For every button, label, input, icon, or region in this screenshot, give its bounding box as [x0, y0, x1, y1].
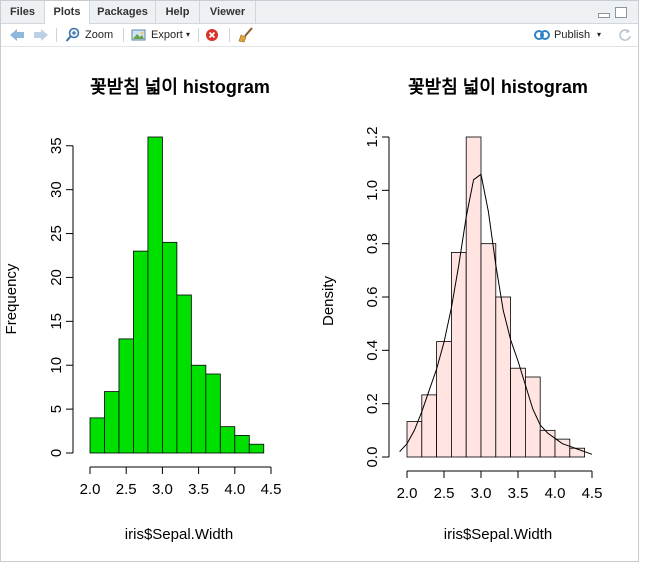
- histogram-bar: [450, 252, 467, 458]
- y-tick-label: 0: [48, 449, 65, 457]
- x-tick-label: 2.5: [434, 485, 455, 502]
- refresh-icon[interactable]: [618, 28, 632, 42]
- y-tick-label: 20: [48, 269, 65, 286]
- y-tick-label: 15: [48, 313, 65, 330]
- histogram-bar: [205, 373, 221, 454]
- toolbar-divider: [229, 28, 230, 42]
- y-tick-label: 0.0: [364, 447, 381, 468]
- minimize-pane-button[interactable]: [598, 13, 610, 18]
- y-tick-label: 35: [48, 137, 65, 154]
- histogram-bar: [569, 447, 585, 458]
- x-tick-label: 3.5: [188, 481, 209, 498]
- pane-tab-bar: Files Plots Packages Help Viewer: [1, 1, 638, 24]
- histogram-bar: [436, 341, 452, 458]
- maximize-pane-button[interactable]: [615, 7, 627, 18]
- tab-help[interactable]: Help: [156, 1, 200, 23]
- zoom-magnifier-icon: [65, 27, 80, 42]
- histogram-bar: [554, 438, 571, 458]
- plot-viewer: 꽃받침 넓이 histogram 2.0 2.5 3.0 3.5 4.0 4.5 0 5 10 15…: [2, 47, 638, 561]
- export-label: Export: [151, 29, 183, 41]
- x-tick-label: 3.5: [508, 485, 529, 502]
- toolbar-divider: [123, 28, 124, 42]
- histogram-bar: [161, 241, 178, 454]
- y-tick-label: 0.4: [364, 340, 381, 361]
- y-tick-label: 1.0: [364, 180, 381, 201]
- histogram-bar: [525, 376, 541, 458]
- remove-plot-icon[interactable]: [205, 28, 219, 42]
- histogram-bar: [118, 338, 134, 454]
- x-tick-label: 2.5: [116, 481, 137, 498]
- back-arrow-icon[interactable]: [9, 28, 25, 42]
- y-tick-label: 10: [48, 357, 65, 374]
- x-tick-label: 2.0: [397, 485, 418, 502]
- histogram-bar: [480, 243, 497, 458]
- export-dropdown-icon: ▾: [186, 30, 191, 39]
- x-axis-label: iris$Sepal.Width: [444, 526, 552, 543]
- publish-icon: [534, 30, 550, 40]
- publish-dropdown-icon: ▾: [597, 30, 602, 39]
- zoom-label: Zoom: [85, 29, 114, 41]
- histogram-bar: [234, 435, 250, 454]
- tab-viewer[interactable]: Viewer: [200, 1, 256, 23]
- histogram-bar: [190, 364, 207, 454]
- x-axis-label: iris$Sepal.Width: [125, 526, 233, 543]
- forward-arrow-icon[interactable]: [33, 28, 49, 42]
- y-tick-label: 0.2: [364, 393, 381, 414]
- histogram-bar: [133, 250, 149, 454]
- histogram-bar: [176, 294, 192, 454]
- y-tick-label: 0.8: [364, 233, 381, 254]
- histogram-bar: [539, 429, 556, 458]
- plot-canvas: 꽃받침 넓이 histogram 2.0 2.5 3.0 3.5 4.0 4.5 0 5 10 15…: [3, 77, 603, 543]
- x-tick-label: 4.0: [545, 485, 566, 502]
- density-curve: [399, 173, 593, 455]
- clear-all-broom-icon[interactable]: [238, 27, 254, 43]
- histogram-bar: [104, 391, 120, 454]
- histogram-bar: [219, 426, 236, 454]
- y-tick-label: 5: [48, 405, 65, 413]
- y-tick-label: 30: [48, 181, 65, 198]
- chart-title: 꽃받침 넓이 histogram: [90, 77, 270, 97]
- plots-toolbar: Zoom Export ▾ P: [1, 24, 638, 47]
- toolbar-divider: [56, 28, 57, 42]
- y-tick-label: 25: [48, 225, 65, 242]
- y-tick-label: 1.2: [364, 127, 381, 148]
- toolbar-divider: [198, 28, 199, 42]
- y-tick-label: 0.6: [364, 287, 381, 308]
- histogram-bar: [465, 136, 482, 458]
- tab-plots[interactable]: Plots: [45, 1, 90, 24]
- publish-label: Publish: [554, 29, 591, 41]
- x-tick-label: 4.0: [224, 481, 245, 498]
- histogram-bar: [248, 443, 265, 454]
- chart-title: 꽃받침 넓이 histogram: [408, 77, 588, 97]
- tab-files[interactable]: Files: [1, 1, 45, 23]
- export-image-icon: [131, 29, 146, 41]
- y-axis-label: Frequency: [3, 263, 20, 334]
- histogram-bar: [147, 136, 163, 454]
- tab-packages[interactable]: Packages: [90, 1, 156, 23]
- x-tick-label: 2.0: [80, 481, 101, 498]
- histogram-bar: [89, 417, 105, 454]
- x-tick-label: 3.0: [471, 485, 492, 502]
- y-axis-label: Density: [320, 275, 337, 326]
- x-tick-label: 4.5: [261, 481, 282, 498]
- x-tick-label: 3.0: [152, 481, 173, 498]
- x-tick-label: 4.5: [582, 485, 603, 502]
- histogram-bar: [495, 296, 511, 458]
- histogram-bar: [510, 367, 526, 458]
